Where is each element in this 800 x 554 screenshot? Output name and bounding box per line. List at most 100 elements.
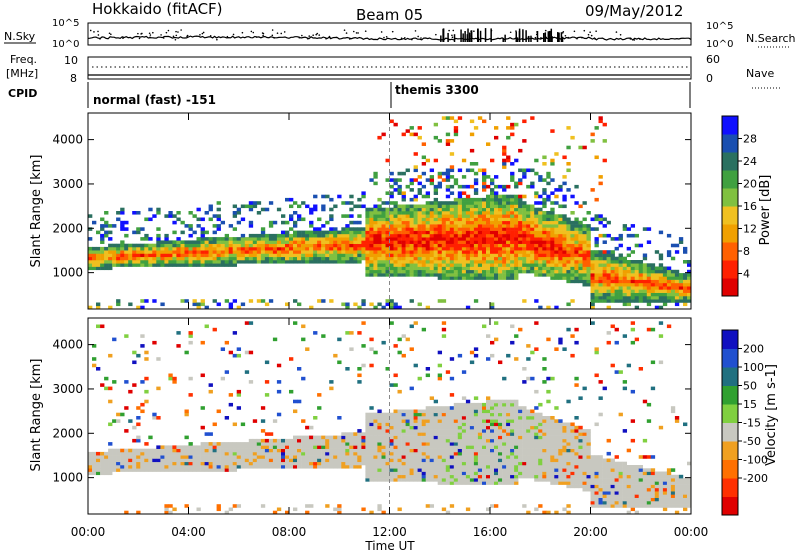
heatmap-cell — [184, 435, 189, 440]
heatmap-cell — [510, 465, 515, 469]
heatmap-cell — [506, 409, 511, 414]
heatmap-cell — [526, 412, 531, 417]
heatmap-cell — [136, 263, 141, 267]
heatmap-cell — [441, 204, 447, 209]
heatmap-cell — [128, 451, 133, 456]
heatmap-cell — [405, 224, 410, 228]
heatmap-cell — [494, 432, 499, 436]
heatmap-cell — [289, 217, 294, 222]
heatmap-cell — [389, 191, 394, 195]
heatmap-cell — [558, 273, 563, 277]
heatmap-cell — [614, 269, 619, 274]
heatmap-cell — [542, 429, 547, 433]
heatmap-cell — [461, 471, 467, 476]
heatmap-cell — [397, 507, 402, 512]
heatmap-cell — [449, 504, 455, 508]
heatmap-cell — [473, 260, 479, 264]
heatmap-cell — [313, 438, 318, 443]
heatmap-cell — [530, 416, 535, 420]
heatmap-cell — [490, 273, 495, 277]
heatmap-cell — [506, 419, 511, 423]
heatmap-cell — [413, 429, 418, 433]
heatmap-cell — [546, 389, 551, 394]
heatmap-cell — [385, 448, 390, 453]
heatmap-cell — [490, 458, 495, 463]
heatmap-cell — [465, 224, 471, 228]
heatmap-cell — [634, 282, 640, 287]
heatmap-cell — [490, 233, 495, 238]
heatmap-cell — [482, 253, 487, 258]
heatmap-cell — [542, 468, 547, 472]
heatmap-cell — [260, 438, 266, 443]
heatmap-cell — [228, 237, 234, 241]
heatmap-cell — [248, 350, 254, 355]
heatmap-cell — [437, 409, 443, 414]
heatmap-cell — [457, 116, 463, 120]
heatmap-cell — [562, 214, 567, 218]
heatmap-cell — [228, 224, 234, 228]
heatmap-cell — [465, 250, 471, 254]
heatmap-cell — [433, 217, 439, 222]
heatmap-cell — [674, 273, 680, 277]
heatmap-cell — [385, 263, 390, 267]
heatmap-cell — [248, 299, 254, 303]
heatmap-cell — [594, 299, 599, 303]
colorbar-swatch — [722, 224, 738, 243]
heatmap-cell — [530, 204, 535, 209]
heatmap-cell — [498, 445, 503, 449]
heatmap-cell — [461, 243, 467, 248]
heatmap-cell — [522, 409, 527, 414]
heatmap-cell — [441, 201, 447, 205]
heatmap-cell — [602, 273, 607, 277]
heatmap-cell — [128, 419, 133, 423]
heatmap-cell — [168, 451, 173, 456]
heatmap-cell — [566, 269, 571, 274]
heatmap-cell — [425, 237, 431, 241]
heatmap-cell — [494, 191, 499, 195]
heatmap-cell — [542, 188, 547, 192]
heatmap-cell — [534, 458, 539, 463]
heatmap-cell — [510, 416, 515, 420]
heatmap-cell — [425, 191, 431, 195]
heatmap-cell — [610, 282, 615, 287]
heatmap-cell — [477, 402, 483, 407]
heatmap-cell — [494, 455, 499, 459]
heatmap-cell — [289, 237, 294, 241]
heatmap-cell — [634, 292, 640, 297]
heatmap-cell — [321, 207, 326, 212]
heatmap-cell — [240, 243, 246, 248]
nsearch-tick-high: 10^5 — [706, 21, 733, 32]
heatmap-cell — [369, 438, 374, 443]
heatmap-cell — [349, 207, 354, 212]
heatmap-cell — [582, 224, 587, 228]
heatmap-cell — [498, 240, 503, 244]
heatmap-cell — [301, 253, 306, 258]
heatmap-cell — [574, 260, 579, 264]
heatmap-cell — [264, 246, 270, 251]
heatmap-cell — [433, 188, 439, 192]
heatmap-cell — [449, 152, 455, 156]
heatmap-cell — [433, 246, 439, 251]
heatmap-cell — [301, 233, 306, 238]
heatmap-cell — [618, 282, 623, 287]
heatmap-cell — [578, 224, 583, 228]
heatmap-cell — [582, 279, 587, 284]
heatmap-cell — [465, 412, 471, 417]
heatmap-cell — [490, 305, 495, 310]
heatmap-cell — [473, 471, 479, 476]
colorbar-tick-label: 24 — [743, 155, 757, 168]
heatmap-cell — [542, 197, 547, 202]
heatmap-cell — [409, 250, 414, 254]
heatmap-cell — [610, 289, 615, 293]
heatmap-cell — [518, 243, 523, 248]
heatmap-cell — [216, 445, 221, 449]
heatmap-cell — [377, 233, 382, 238]
heatmap-cell — [349, 220, 354, 225]
nsearch-dot — [515, 30, 517, 32]
heatmap-cell — [590, 289, 595, 293]
heatmap-cell — [530, 451, 535, 456]
heatmap-cell — [345, 240, 350, 244]
heatmap-cell — [461, 445, 467, 449]
heatmap-cell — [502, 250, 507, 254]
heatmap-cell — [120, 246, 125, 251]
